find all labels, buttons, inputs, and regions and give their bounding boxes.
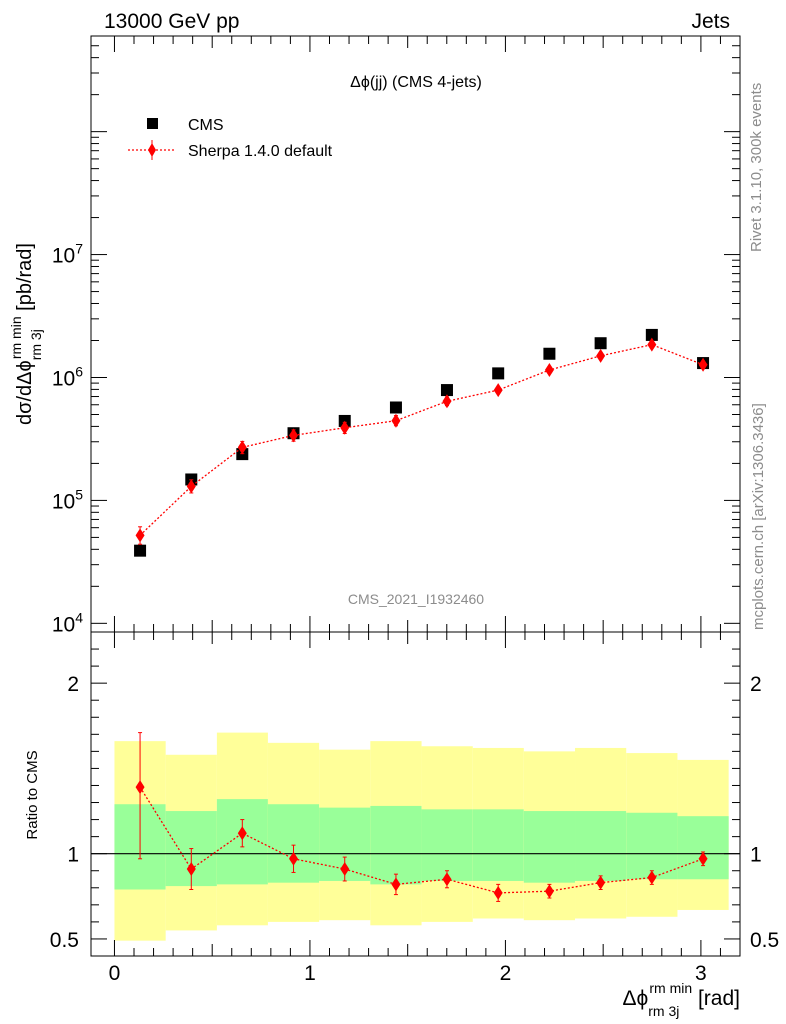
main-y-axis-label: dσ/dΔϕrm 3jrm min [pb/rad]	[8, 243, 44, 425]
ratio-sherpa-point	[647, 870, 657, 885]
y-tick-label-exp: 5	[75, 486, 83, 502]
ratio-sherpa-point	[289, 851, 299, 866]
sherpa-point	[237, 440, 247, 455]
ratio-band-inner	[523, 811, 576, 883]
y-tick-label: 105	[52, 486, 83, 513]
ratio-y-tick-label-right: 2	[750, 673, 762, 696]
y-tick-label-exp: 4	[75, 609, 83, 625]
ratio-y-tick-label-left: 2	[67, 673, 79, 696]
ratio-sherpa-point	[544, 884, 554, 899]
x-axis-label-main: Δϕ	[622, 987, 648, 1010]
y-tick-label: 106	[52, 363, 83, 390]
sherpa-point	[596, 348, 606, 363]
x-tick-label: 2	[500, 962, 512, 985]
ratio-band-inner	[677, 816, 729, 880]
ratio-y-tick-label-right: 1	[750, 844, 762, 867]
mcplots-label: mcplots.cern.ch [arXiv:1306.3436]	[750, 403, 767, 630]
legend: CMS Sherpa 1.4.0 default	[128, 117, 333, 160]
ratio-band-inner	[575, 811, 627, 881]
sherpa-point	[391, 413, 401, 428]
main-y-axis-label-unit: [pb/rad]	[14, 243, 36, 316]
ratio-sherpa-point	[340, 862, 350, 877]
sherpa-point	[289, 428, 299, 443]
cms-point	[389, 401, 402, 414]
x-tick-label: 0	[109, 962, 121, 985]
y-tick-label-base: 10	[52, 613, 75, 636]
y-tick-label-exp: 7	[75, 241, 83, 257]
ratio-sherpa-point	[237, 826, 247, 841]
x-axis-label-sup: rm min	[649, 980, 692, 996]
y-tick-label: 104	[52, 609, 83, 636]
category-label: Jets	[691, 10, 730, 33]
y-tick-label: 107	[52, 241, 83, 268]
legend-sherpa-label: Sherpa 1.4.0 default	[188, 143, 333, 160]
ratio-plot-panel: 0 1 2 3 0.5 0.5 1 1 2 2 Ratio to CMS Δϕrm 3j rm mi…	[24, 631, 779, 1019]
ratio-sherpa-point	[493, 885, 503, 900]
main-y-axis-label-sub: rm 3j	[28, 329, 44, 360]
main-plot-title: Δϕ(jj) (CMS 4-jets)	[350, 74, 482, 91]
rivet-version-label: Rivet 3.1.10, 300k events	[748, 83, 765, 252]
ratio-sherpa-point	[135, 780, 145, 795]
x-axis-label-sub: rm 3j	[648, 1003, 679, 1019]
main-y-axis-label-main: dσ/dΔϕ	[14, 360, 36, 425]
sherpa-point	[647, 337, 657, 352]
main-plot-data	[134, 328, 710, 557]
ratio-band-inner	[472, 809, 524, 881]
ratio-y-tick-label-right: 0.5	[750, 929, 779, 952]
ratio-plot-data	[91, 732, 740, 941]
ratio-band-inner	[421, 809, 473, 881]
ratio-y-tick-label-left: 1	[67, 844, 79, 867]
x-axis-label-unit: [rad]	[692, 987, 740, 1010]
sherpa-point	[340, 420, 350, 435]
sherpa-point	[493, 383, 503, 398]
cms-point	[134, 544, 147, 557]
ratio-sherpa-point	[186, 862, 196, 877]
cms-point	[543, 347, 556, 360]
ratio-band-inner	[626, 812, 678, 880]
ratio-sherpa-point	[391, 877, 401, 892]
x-tick-label: 1	[304, 962, 316, 985]
ratio-sherpa-point	[442, 872, 452, 887]
cms-point	[594, 337, 607, 350]
ratio-y-axis-label: Ratio to CMS	[24, 750, 41, 839]
y-tick-label-exp: 6	[75, 363, 83, 379]
legend-cms-label: CMS	[188, 117, 224, 134]
ratio-plot-frame	[90, 631, 741, 957]
sherpa-point	[544, 363, 554, 378]
ratio-plot-ticks: 0 1 2 3 0.5 0.5 1 1 2 2	[50, 631, 779, 985]
ratio-y-tick-label-left: 0.5	[50, 929, 79, 952]
cms-point	[440, 384, 453, 397]
sherpa-point	[135, 528, 145, 543]
cms-point	[645, 328, 658, 341]
ratio-sherpa-point	[596, 875, 606, 890]
sherpa-point	[186, 479, 196, 494]
energy-label: 13000 GeV pp	[104, 10, 239, 33]
y-tick-label-base: 10	[52, 367, 75, 390]
sherpa-line	[139, 343, 704, 536]
sherpa-point	[698, 357, 708, 372]
ratio-band-inner	[370, 805, 422, 885]
ratio-sherpa-line	[139, 786, 704, 894]
main-y-axis-label-sup: rm min	[8, 316, 24, 359]
cms-point	[492, 367, 505, 380]
y-tick-label-base: 10	[52, 245, 75, 268]
x-tick-label: 3	[695, 962, 707, 985]
sherpa-point	[442, 394, 452, 409]
y-tick-label-base: 10	[52, 490, 75, 513]
ratio-sherpa-point	[698, 851, 708, 866]
analysis-watermark: CMS_2021_I1932460	[348, 591, 484, 607]
x-axis-label: Δϕrm 3j rm min [rad]	[622, 980, 740, 1019]
legend-cms-marker	[147, 118, 158, 129]
